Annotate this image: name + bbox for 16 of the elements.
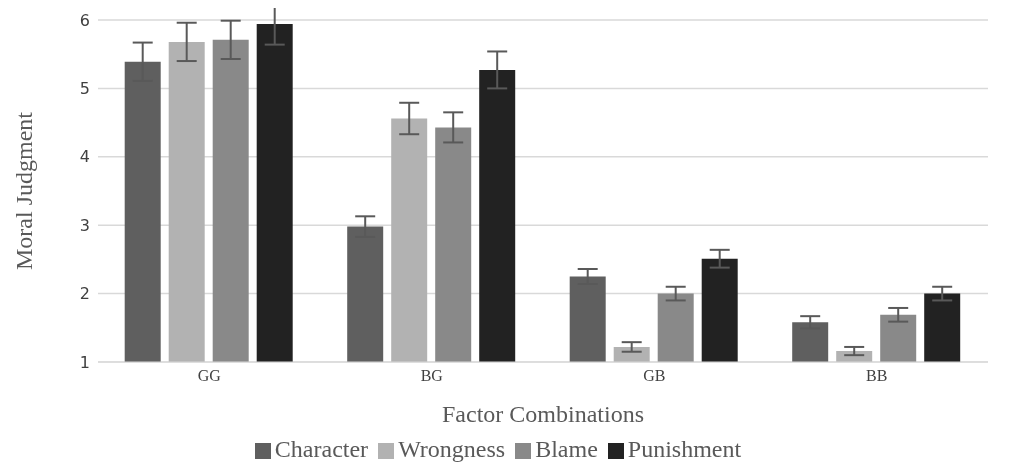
legend-label: Punishment <box>627 436 742 462</box>
legend-label: Character <box>274 436 369 462</box>
y-axis-title: Moral Judgment <box>10 111 37 270</box>
x-tick-label: BB <box>866 367 888 385</box>
y-tick-label: 2 <box>79 284 90 304</box>
x-tick-label: GG <box>197 367 222 385</box>
y-tick-label: 6 <box>79 10 90 30</box>
y-tick-label: 3 <box>79 215 90 235</box>
y-tick-label: 1 <box>79 352 90 372</box>
x-tick-label: BG <box>420 367 444 385</box>
legend-label: Wrongness <box>398 436 506 462</box>
x-tick-label: GB <box>643 367 666 385</box>
y-tick-label: 4 <box>79 147 90 167</box>
x-axis-title: Factor Combinations <box>442 401 644 427</box>
legend-label: Blame <box>535 436 598 462</box>
y-tick-label: 5 <box>79 79 90 99</box>
